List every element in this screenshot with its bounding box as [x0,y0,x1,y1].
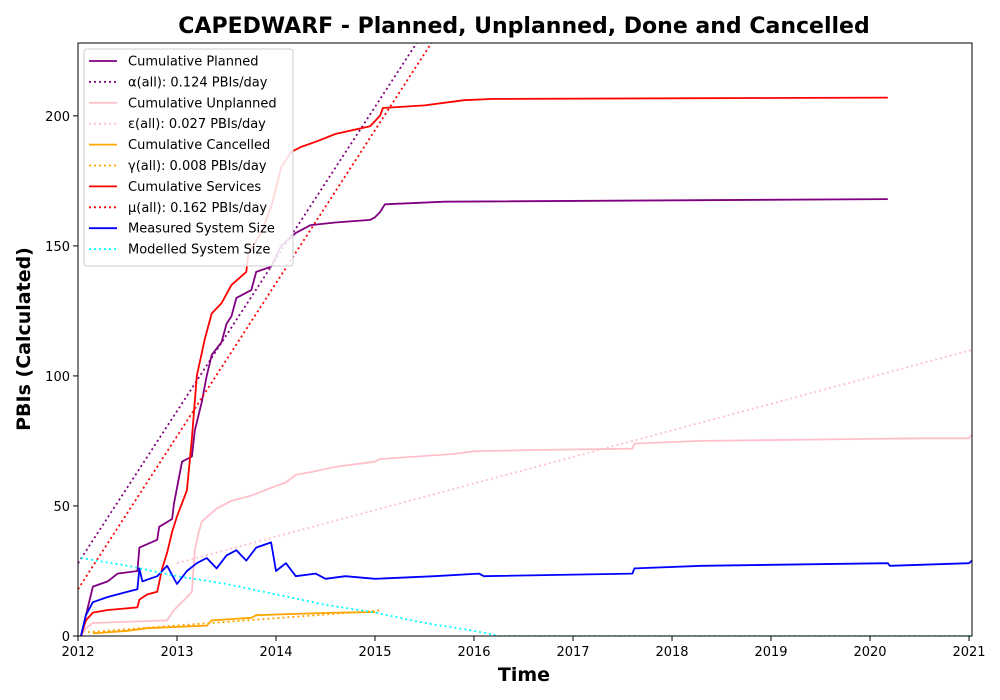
legend-item-label: γ(all): 0.008 PBIs/day [128,159,267,174]
legend-item-label: Cumulative Unplanned [128,96,277,111]
series-line-modelled-system-size [80,557,972,636]
x-tick-label: 2016 [457,645,490,660]
y-tick-label: 100 [45,370,70,385]
series-line-cumulative-unplanned [80,433,972,636]
series-line-all-0-027-pbis-day [176,349,972,565]
series-line-cumulative-cancelled [92,611,376,635]
x-tick-label: 2020 [853,645,886,660]
x-tick-label: 2018 [655,645,688,660]
x-tick-label: 2015 [358,645,391,660]
legend-item-label: α(all): 0.124 PBIs/day [128,75,268,90]
x-tick-label: 2019 [754,645,787,660]
x-axis: 2012 2013 2014 2015 2016 2017 2018 2019 2020 2021 [61,636,986,660]
plot-frame [77,42,973,637]
y-axis: 0 50 100 150 200 [45,110,78,645]
y-tick-label: 150 [45,240,70,255]
series-line-cumulative-planned [80,198,888,636]
plot-area [78,43,972,636]
series-line-cumulative-services [80,96,888,636]
legend: Cumulative Planned α(all): 0.124 PBIs/day… [83,48,294,267]
legend-box [83,48,294,267]
chart-title: CAPEDWARF - Planned, Unplanned, Done and… [178,14,869,39]
x-tick-label: 2012 [61,645,94,660]
series-line-all-0-124-pbis-day [78,43,418,564]
legend-item-label: Modelled System Size [128,243,270,258]
legend-item-label: ε(all): 0.027 PBIs/day [128,117,266,132]
series-line-measured-system-size [80,541,972,636]
series-line-all-0-008-pbis-day [87,609,381,633]
legend-item-label: Cumulative Planned [128,55,258,70]
x-tick-label: 2021 [952,645,985,660]
y-tick-label: 50 [53,500,70,515]
x-axis-label: Time [498,664,550,686]
series-line-all-0-162-pbis-day [78,43,433,590]
y-tick-label: 200 [45,110,70,125]
legend-item-label: Measured System Size [128,222,275,237]
x-tick-label: 2014 [259,645,292,660]
legend-item-label: Cumulative Cancelled [128,138,270,153]
x-tick-label: 2017 [556,645,589,660]
y-tick-label: 0 [62,630,70,645]
legend-item-label: μ(all): 0.162 PBIs/day [128,201,267,216]
x-tick-label: 2013 [160,645,193,660]
y-axis-label: PBIs (Calculated) [13,247,35,431]
legend-item-label: Cumulative Services [128,180,261,195]
